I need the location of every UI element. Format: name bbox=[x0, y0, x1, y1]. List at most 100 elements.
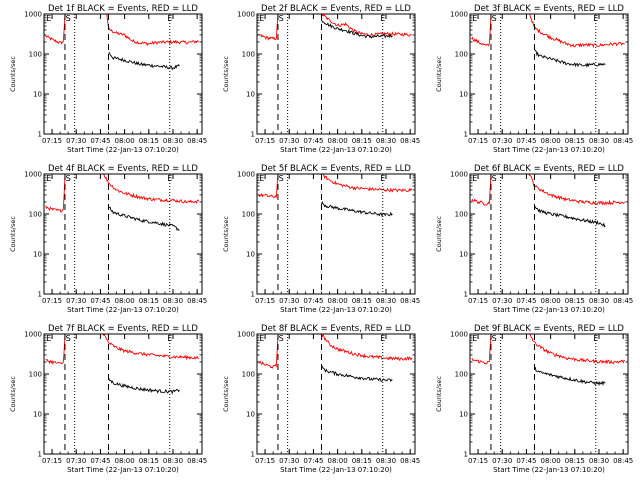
x-tick-label: 07:30 bbox=[279, 457, 299, 465]
x-tick-label: 08:30 bbox=[589, 137, 609, 145]
series-line-events bbox=[534, 366, 606, 387]
panel-det-3: Det 3f BLACK = Events, RED = LLD Counts/s… bbox=[435, 4, 633, 154]
flag-label: E bbox=[380, 334, 385, 343]
series-line-lld bbox=[45, 14, 199, 47]
series-line-lld bbox=[471, 334, 626, 365]
y-axis-label: Counts/sec bbox=[222, 56, 230, 92]
x-axis-label: Start Time (22-Jan-13 07:10:20) bbox=[493, 466, 605, 474]
x-tick-label: 08:15 bbox=[352, 297, 372, 305]
flag-label: E bbox=[593, 174, 598, 183]
x-tick-label: 07:15 bbox=[42, 457, 62, 465]
y-tick-label: 10 bbox=[33, 251, 42, 259]
x-tick-label: 08:30 bbox=[163, 137, 183, 145]
x-tick-label: 08:45 bbox=[400, 457, 420, 465]
x-axis-label: Start Time (22-Jan-13 07:10:20) bbox=[280, 306, 392, 314]
x-tick-label: 08:15 bbox=[139, 137, 159, 145]
x-tick-label: 08:00 bbox=[328, 297, 348, 305]
x-axis-label: Start Time (22-Jan-13 07:10:20) bbox=[493, 146, 605, 154]
y-tick-label: 1 bbox=[464, 451, 468, 459]
flag-label: E bbox=[259, 174, 264, 183]
series-line-lld bbox=[258, 14, 412, 41]
x-tick-label: 07:15 bbox=[42, 297, 62, 305]
panel-det-2: Det 2f BLACK = Events, RED = LLD Counts/s… bbox=[222, 4, 420, 154]
y-tick-label: 1000 bbox=[237, 171, 255, 179]
flag-label: E bbox=[46, 174, 51, 183]
flag-label: E bbox=[167, 14, 172, 23]
x-tick-label: 07:30 bbox=[492, 457, 512, 465]
y-tick-label: 10 bbox=[246, 411, 255, 419]
y-tick-label: 10 bbox=[246, 251, 255, 259]
y-tick-label: 1000 bbox=[24, 171, 42, 179]
x-axis-label: Start Time (22-Jan-13 07:10:20) bbox=[67, 466, 179, 474]
flag-label: E bbox=[167, 174, 172, 183]
flag-label: S bbox=[66, 174, 71, 183]
x-tick-label: 08:30 bbox=[589, 457, 609, 465]
flag-label: E bbox=[593, 14, 598, 23]
x-tick-label: 08:15 bbox=[139, 457, 159, 465]
x-tick-label: 08:30 bbox=[376, 137, 396, 145]
series-line-events bbox=[108, 206, 180, 231]
flag-label: S bbox=[279, 174, 284, 183]
x-tick-label: 07:15 bbox=[42, 137, 62, 145]
flag-label: S bbox=[66, 14, 71, 23]
y-tick-label: 100 bbox=[455, 211, 468, 219]
flag-label: S bbox=[279, 334, 284, 343]
y-tick-label: 10 bbox=[459, 91, 468, 99]
series-line-lld bbox=[471, 174, 626, 206]
x-tick-label: 08:30 bbox=[376, 457, 396, 465]
y-axis-label: Counts/sec bbox=[9, 376, 17, 412]
y-tick-label: 100 bbox=[242, 371, 255, 379]
x-tick-label: 07:45 bbox=[516, 457, 536, 465]
x-tick-label: 08:45 bbox=[400, 297, 420, 305]
y-tick-label: 1000 bbox=[450, 11, 468, 19]
panel-title: Det 4f BLACK = Events, RED = LLD bbox=[48, 164, 198, 174]
y-tick-label: 1000 bbox=[237, 331, 255, 339]
x-tick-label: 07:30 bbox=[492, 297, 512, 305]
x-tick-label: 08:45 bbox=[613, 457, 633, 465]
series-line-events bbox=[321, 19, 393, 39]
panel-title: Det 5f BLACK = Events, RED = LLD bbox=[261, 164, 411, 174]
y-axis-label: Counts/sec bbox=[222, 216, 230, 252]
panel-det-9: Det 9f BLACK = Events, RED = LLD Counts/s… bbox=[435, 324, 633, 474]
flag-label: E bbox=[472, 14, 477, 23]
x-axis-label: Start Time (22-Jan-13 07:10:20) bbox=[493, 306, 605, 314]
y-tick-label: 1 bbox=[251, 291, 255, 299]
y-tick-label: 1 bbox=[251, 451, 255, 459]
y-tick-label: 1000 bbox=[450, 331, 468, 339]
x-tick-label: 07:30 bbox=[492, 137, 512, 145]
flag-label: S bbox=[66, 334, 71, 343]
x-tick-label: 07:15 bbox=[255, 297, 275, 305]
panel-title: Det 7f BLACK = Events, RED = LLD bbox=[48, 324, 198, 334]
panel-det-6: Det 6f BLACK = Events, RED = LLD Counts/s… bbox=[435, 164, 633, 314]
x-tick-label: 08:15 bbox=[565, 297, 585, 305]
panel-title: Det 6f BLACK = Events, RED = LLD bbox=[474, 164, 624, 174]
x-tick-label: 08:00 bbox=[541, 457, 561, 465]
x-axis-label: Start Time (22-Jan-13 07:10:20) bbox=[280, 146, 392, 154]
x-axis-label: Start Time (22-Jan-13 07:10:20) bbox=[67, 306, 179, 314]
y-tick-label: 10 bbox=[459, 251, 468, 259]
flag-label: S bbox=[492, 174, 497, 183]
y-axis-label: Counts/sec bbox=[9, 56, 17, 92]
y-tick-label: 10 bbox=[246, 91, 255, 99]
y-axis-label: Counts/sec bbox=[9, 216, 17, 252]
panel-det-8: Det 8f BLACK = Events, RED = LLD Counts/s… bbox=[222, 324, 420, 474]
x-tick-label: 08:45 bbox=[613, 137, 633, 145]
y-tick-label: 1000 bbox=[450, 171, 468, 179]
y-tick-label: 1000 bbox=[24, 331, 42, 339]
flag-label: E bbox=[593, 334, 598, 343]
flag-label: E bbox=[380, 174, 385, 183]
plot-frame bbox=[256, 13, 416, 135]
y-tick-label: 1 bbox=[38, 131, 42, 139]
flag-label: S bbox=[492, 14, 497, 23]
y-tick-label: 100 bbox=[29, 211, 42, 219]
y-tick-label: 1 bbox=[38, 451, 42, 459]
x-tick-label: 07:30 bbox=[66, 457, 86, 465]
y-tick-label: 1 bbox=[464, 291, 468, 299]
y-tick-label: 10 bbox=[33, 411, 42, 419]
flag-label: E bbox=[46, 14, 51, 23]
x-axis-label: Start Time (22-Jan-13 07:10:20) bbox=[67, 146, 179, 154]
panel-title: Det 2f BLACK = Events, RED = LLD bbox=[261, 4, 411, 14]
x-tick-label: 07:15 bbox=[468, 457, 488, 465]
x-tick-label: 08:15 bbox=[139, 297, 159, 305]
